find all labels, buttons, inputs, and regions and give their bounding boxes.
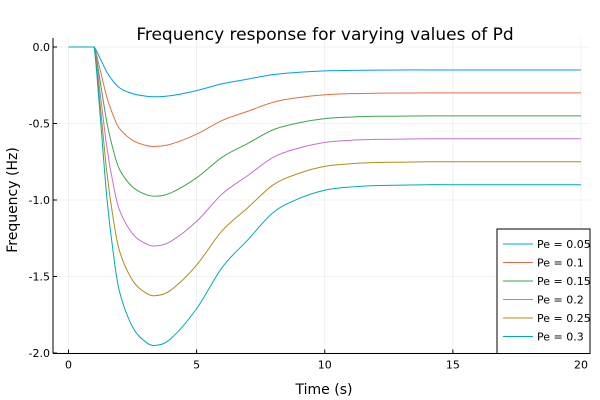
legend-item: Pe = 0.2 [503, 294, 584, 307]
series-group [68, 46, 581, 346]
x-tick-label: 10 [318, 359, 332, 372]
ticks: 0 5 10 15 20 0.0 -0.5 -1.0 -1.5 -2.0 [29, 41, 588, 372]
legend-item: Pe = 0.25 [503, 312, 591, 325]
legend: Pe = 0.05 Pe = 0.1 Pe = 0.15 Pe = 0.2 Pe = 0… [496, 228, 591, 354]
x-axis-label: Time (s) [295, 382, 353, 398]
y-tick-label: 0.0 [33, 41, 51, 54]
legend-label: Pe = 0.05 [537, 238, 591, 251]
chart-title: Frequency response for varying values of… [136, 25, 513, 45]
legend-label: Pe = 0.15 [537, 275, 591, 288]
legend-label: Pe = 0.25 [537, 312, 591, 325]
legend-item: Pe = 0.15 [503, 275, 591, 288]
series-line-6 [68, 46, 581, 346]
legend-label: Pe = 0.3 [537, 331, 584, 344]
series-line-3 [68, 46, 581, 197]
x-tick-label: 5 [193, 359, 200, 372]
legend-item: Pe = 0.1 [503, 257, 584, 270]
x-tick-label: 20 [574, 359, 588, 372]
y-tick-label: -1.5 [29, 271, 50, 284]
y-tick-label: -1.0 [29, 194, 50, 207]
series-line-1 [68, 46, 581, 98]
legend-item: Pe = 0.05 [503, 238, 591, 251]
series-line-4 [68, 46, 581, 247]
x-tick-label: 0 [65, 359, 72, 372]
legend-label: Pe = 0.1 [537, 257, 584, 270]
y-tick-label: -0.5 [29, 118, 50, 131]
y-tick-label: -2.0 [29, 347, 50, 360]
legend-item: Pe = 0.3 [503, 331, 584, 344]
y-axis-label: Frequency (Hz) [5, 147, 21, 253]
series-line-2 [68, 46, 581, 147]
series-line-5 [68, 46, 581, 297]
x-tick-label: 15 [446, 359, 460, 372]
legend-label: Pe = 0.2 [537, 294, 584, 307]
legend-box [496, 228, 591, 354]
